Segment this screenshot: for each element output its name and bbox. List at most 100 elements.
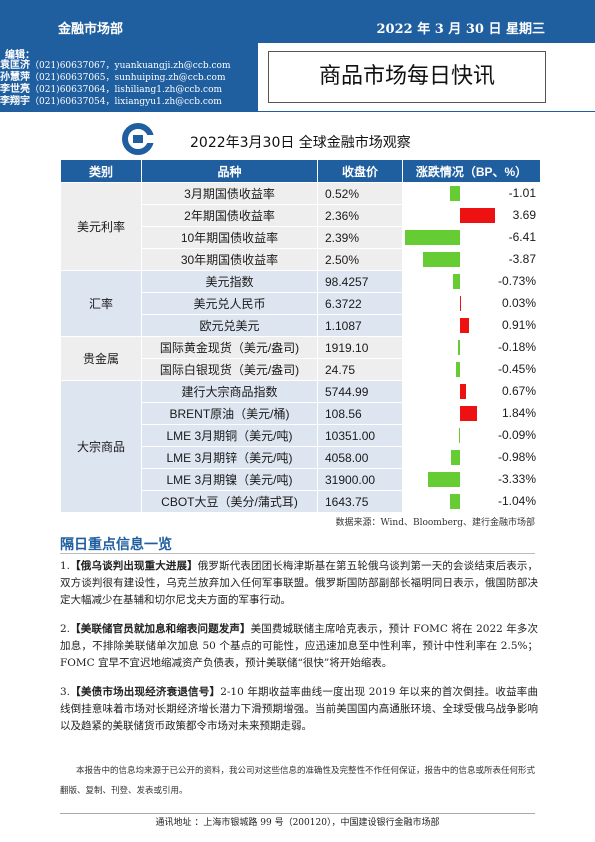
editor-row: 袁匡济（021)60637067，yuankuangji.zh@ccb.com — [0, 60, 230, 72]
item-cell: CBOT大豆（美分/蒲式耳) — [141, 490, 318, 513]
item-cell: 美元指数 — [141, 270, 318, 293]
category-cell: 汇率 — [60, 270, 142, 337]
close-cell: 98.4257 — [317, 270, 403, 293]
change-label: -0.98% — [497, 450, 536, 464]
close-cell: 0.52% — [317, 182, 403, 205]
change-label: -0.09% — [497, 428, 536, 442]
change-cell: -1.04% — [402, 490, 541, 513]
close-cell: 10351.00 — [317, 424, 403, 447]
item-cell: LME 3月期铜（美元/吨) — [141, 424, 318, 447]
col-header-item: 品种 — [141, 159, 318, 183]
footer: 通讯地址 ：上海市银城路 99 号（200120），中国建设银行金融市场部 — [60, 813, 535, 832]
change-cell: -0.18% — [402, 336, 541, 359]
table-row: 贵金属 国际黄金现货（美元/盎司) 1919.10 -0.18% — [60, 336, 541, 381]
editor-contact: （021)60637065，sunhuiping.zh@ccb.com — [30, 73, 226, 83]
col-header-close: 收盘价 — [317, 159, 403, 183]
change-bar — [455, 362, 460, 377]
change-cell: -0.45% — [402, 358, 541, 381]
close-cell: 2.39% — [317, 226, 403, 249]
close-cell: 6.3722 — [317, 292, 403, 315]
news-item: 3.【美债市场出现经济衰退信号】2-10 年期收益率曲线一度出现 2019 年以… — [60, 684, 538, 735]
change-cell: 1.84% — [402, 402, 541, 425]
news-body: 美国费城联储主席哈克表示，预计 FOMC 将在 2022 年多次加息，不排除美联… — [60, 623, 538, 669]
news-item: 1.【俄乌谈判出现重大进展】俄罗斯代表团团长梅津斯基在第五轮俄乌谈判第一天的会谈… — [60, 558, 538, 609]
close-cell: 31900.00 — [317, 468, 403, 491]
item-cell: LME 3月期镍（美元/吨) — [141, 468, 318, 491]
change-cell: 0.67% — [402, 380, 541, 403]
change-bar — [460, 318, 469, 333]
change-cell: -3.33% — [402, 468, 541, 491]
news-body: 俄罗斯代表团团长梅津斯基在第五轮俄乌谈判第一天的会谈结束后表示，双方谈判很有建设… — [60, 560, 539, 606]
change-label: 3.69 — [512, 208, 536, 222]
news-headline: 【美债市场出现经济衰退信号】 — [70, 686, 221, 698]
category-cell: 美元利率 — [60, 182, 142, 271]
change-label: -0.18% — [497, 340, 536, 354]
change-cell: -0.73% — [402, 270, 541, 293]
table-title: 2022年3月30日 全球金融市场观察 — [190, 135, 411, 151]
table-row: 国际白银现货（美元/盎司) 24.75 -0.45% — [61, 358, 541, 381]
report-title-box: 商品市场每日快讯 — [268, 51, 546, 103]
table-row: 2年期国债收益率 2.36% 3.69 — [61, 204, 541, 227]
change-cell: -6.41 — [402, 226, 541, 249]
table-row: BRENT原油（美元/桶) 108.56 1.84% — [61, 402, 541, 425]
table-row: LME 3月期锌（美元/吨) 4058.00 -0.98% — [61, 446, 541, 469]
change-bar — [460, 384, 467, 399]
header-bar: 金融市场部 2022 年 3 月 30 日 星期三 — [0, 0, 595, 43]
change-cell: -0.98% — [402, 446, 541, 469]
close-cell: 1919.10 — [317, 336, 403, 359]
change-bar — [460, 208, 496, 223]
item-cell: 2年期国债收益率 — [141, 204, 318, 227]
editors-panel: 编辑： 袁匡济（021)60637067，yuankuangji.zh@ccb.… — [0, 43, 258, 111]
category-cell: 贵金属 — [60, 336, 142, 381]
header-divider — [0, 111, 595, 112]
close-cell: 4058.00 — [317, 446, 403, 469]
item-cell: 建行大宗商品指数 — [141, 380, 318, 403]
report-date: 2022 年 3 月 30 日 星期三 — [376, 22, 545, 37]
news-number: 2. — [60, 623, 71, 635]
disclaimer: 本报告中的信息均来源于已公开的资料，我公司对这些信息的准确性及完整性不作任何保证… — [60, 766, 536, 796]
table-row: 10年期国债收益率 2.39% -6.41 — [61, 226, 541, 249]
change-cell: 0.91% — [402, 314, 541, 337]
editor-contact: （021)60637054，lixiangyu1.zh@ccb.com — [30, 97, 222, 107]
item-cell: 30年期国债收益率 — [141, 248, 318, 271]
item-cell: 国际白银现货（美元/盎司) — [141, 358, 318, 381]
editor-contact: （021)60637064，lishiliang1.zh@ccb.com — [30, 85, 223, 95]
change-label: 0.91% — [501, 318, 536, 332]
change-cell: -3.87 — [402, 248, 541, 271]
editor-name: 袁匡济 — [0, 60, 30, 71]
col-header-change: 涨跌情况（BP、%） — [402, 159, 541, 183]
table-header-row: 类别 品种 收盘价 涨跌情况（BP、%） — [60, 159, 541, 183]
data-source: 数据来源：Wind、Bloomberg、建行金融市场部 — [335, 518, 535, 528]
change-bar — [450, 494, 460, 509]
table-body: 美元利率 3月期国债收益率 0.52% -1.01 2年期国债收益率 2.36% 3.69 1… — [60, 182, 541, 513]
editor-row: 李世亮（021)60637064，lishiliang1.zh@ccb.com — [0, 84, 222, 96]
change-label: 0.67% — [501, 384, 536, 398]
news-number: 1. — [60, 560, 71, 572]
editors-label: 编辑： — [5, 50, 35, 61]
close-cell: 108.56 — [317, 402, 403, 425]
change-label: 1.84% — [501, 406, 536, 420]
change-bar — [453, 274, 460, 289]
change-bar — [458, 340, 460, 355]
change-bar — [423, 252, 460, 267]
section-title: 隔日重点信息一览 — [60, 537, 172, 553]
item-cell: BRENT原油（美元/桶) — [141, 402, 318, 425]
item-cell: LME 3月期锌（美元/吨) — [141, 446, 318, 469]
editor-row: 孙慧萍（021)60637065，sunhuiping.zh@ccb.com — [0, 72, 225, 84]
table-row: CBOT大豆（美分/蒲式耳) 1643.75 -1.04% — [61, 490, 541, 513]
editor-contact: （021)60637067，yuankuangji.zh@ccb.com — [30, 61, 231, 71]
news-headline: 【美联储官员就加息和缩表问题发声】 — [70, 623, 251, 635]
close-cell: 2.36% — [317, 204, 403, 227]
close-cell: 1643.75 — [317, 490, 403, 513]
close-cell: 2.50% — [317, 248, 403, 271]
report-title: 商品市场每日快讯 — [318, 64, 495, 89]
table-row: 美元兑人民币 6.3722 0.03% — [61, 292, 541, 315]
table-row: 欧元兑美元 1.1087 0.91% — [61, 314, 541, 337]
change-label: -3.87 — [508, 252, 536, 266]
change-bar — [450, 186, 460, 201]
change-bar — [459, 428, 460, 443]
close-cell: 24.75 — [317, 358, 403, 381]
change-cell: -0.09% — [402, 424, 541, 447]
category-cell: 大宗商品 — [60, 380, 142, 513]
change-label: -1.01 — [508, 186, 536, 200]
